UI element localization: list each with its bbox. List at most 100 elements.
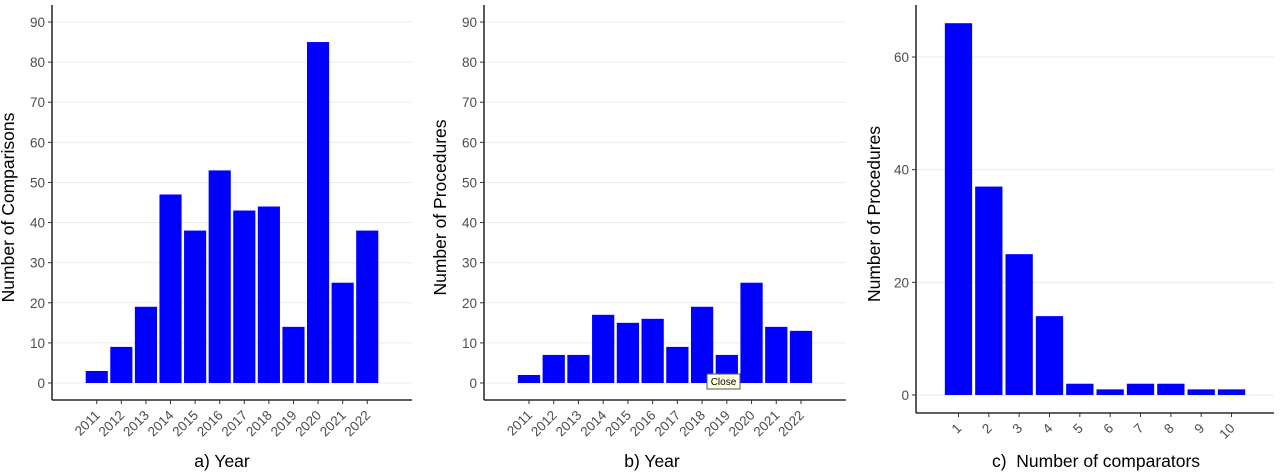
panel-a-y-tick-labels: 0 10 20 30 40 50 60 70 80 90 [30,15,52,391]
panel-b-bar-2022 [789,330,813,383]
panel-a-y-tick-label-9: 90 [30,15,45,30]
panel-c-x-tick-label-10: 10 [1216,421,1237,442]
panel-a-y-tick-label-8: 80 [30,55,45,70]
panel-c-x-tick-labels: 1 2 3 4 5 6 7 8 9 10 [949,413,1238,442]
panel-b-bar-2017 [666,346,689,383]
panel-a-bar-2011 [85,370,108,383]
panel-c-y-tick-label-0: 0 [901,388,909,403]
panel-a-x-tick-label-2016: 2016 [194,408,226,440]
panel-b-y-axis-title: Number of Procedures [430,119,450,295]
panel-a-x-tick-label-2012: 2012 [96,408,128,440]
panel-c-comparators-procedures: 0 20 40 60 1 2 3 4 5 6 7 8 9 10 Number of Procedures c)… [864,5,1274,471]
panel-a-y-tick-label-3: 30 [30,256,45,271]
panel-c-x-tick-label-4: 4 [1040,420,1056,436]
panel-c-x-tick-label-5: 5 [1070,421,1086,437]
close-tooltip[interactable]: Close [706,373,741,390]
panel-b-x-tick-label-2022: 2022 [775,408,807,440]
panel-c-x-axis-title: c) Number of comparators [992,451,1200,471]
panel-a-x-tick-label-2019: 2019 [268,408,300,440]
panel-a-y-tick-label-6: 60 [30,135,45,150]
panel-c-y-tick-label-1: 20 [894,275,909,290]
panel-a-bar-2022 [356,230,379,383]
panel-b-x-tick-label-2019: 2019 [701,408,733,440]
panel-b-y-tick-label-1: 10 [462,336,477,351]
panel-a-x-tick-label-2018: 2018 [243,408,275,440]
panel-c-bar-9 [1187,389,1215,395]
panel-c-bar-5 [1066,383,1094,395]
panel-a-y-tick-label-5: 50 [30,175,45,190]
panel-c-bar-7 [1126,383,1155,395]
panel-c-bar-3 [1005,254,1033,395]
panel-a-y-tick-label-0: 0 [37,376,45,391]
panel-c-x-tick-label-3: 3 [1009,421,1025,437]
panel-a-y-axis-title: Number of Comparisons [0,112,18,302]
panel-b-bar-2020 [740,282,763,383]
panel-c-y-tick-label-2: 40 [894,163,909,178]
panel-c-bars [944,23,1246,395]
panel-a-bar-2013 [134,306,157,383]
panel-b-bar-2013 [567,354,590,383]
panel-a-bar-2012 [110,346,133,383]
panel-a-y-tick-label-2: 20 [30,296,45,311]
panel-b-y-tick-label-8: 80 [462,55,477,70]
panel-c-x-tick-label-7: 7 [1131,421,1147,437]
panel-c-x-tick-label-2: 2 [979,421,995,437]
panel-b-y-tick-label-4: 40 [462,216,477,231]
panel-a-bar-2019 [282,326,305,383]
panel-a-x-tick-label-2013: 2013 [120,408,152,440]
panel-a-x-tick-labels: 2011201220132014201520162017201820192020… [72,400,373,440]
panel-a-x-tick-label-2020: 2020 [292,408,324,440]
panel-b-x-tick-label-2021: 2021 [751,408,783,440]
panel-a-x-tick-label-2017: 2017 [219,408,251,440]
panel-b-x-tick-label-2018: 2018 [676,408,708,440]
panel-c-bar-1 [944,23,973,395]
panel-b-y-tick-label-6: 60 [462,135,477,150]
panel-c-y-tick-label-3: 60 [894,50,909,65]
panel-c-x-tick-label-9: 9 [1191,421,1207,437]
panel-a-year-comparisons: 0102030405060708090201120122013201420152… [0,5,412,471]
panel-a-bar-2015 [184,230,207,383]
panel-a-bar-2016 [208,170,231,383]
panel-b-y-tick-label-3: 30 [462,256,477,271]
panel-b-y-tick-label-0: 0 [469,376,477,391]
panel-b-bar-2016 [641,318,664,383]
panel-a-y-tick-label-1: 10 [30,336,45,351]
panel-b-y-tick-label-2: 20 [462,296,477,311]
panel-a-bar-2017 [233,210,256,383]
panel-b-y-tick-labels: 0 10 20 30 40 50 60 70 80 90 [462,15,484,391]
panel-c-y-tick-labels: 0 20 40 60 [894,50,916,403]
close-tooltip-label[interactable]: Close [711,377,737,388]
panel-b-x-tick-labels: 2011201220132014201520162017201820192020… [504,400,807,439]
panel-b-x-tick-label-2011: 2011 [504,408,535,439]
panel-b-x-tick-label-2012: 2012 [528,408,560,440]
panel-a-x-tick-label-2014: 2014 [145,407,177,439]
panel-a-bar-2014 [159,194,182,383]
panel-a-y-tick-label-4: 40 [30,216,45,231]
panel-a-bar-2020 [307,42,330,384]
panel-a-x-axis-title: a) Year [194,451,250,471]
panel-a-x-tick-label-2015: 2015 [169,408,201,440]
panel-b-bar-2012 [542,354,565,383]
panel-b-x-tick-label-2017: 2017 [652,408,684,440]
panel-b-y-tick-label-7: 70 [462,95,477,110]
panel-a-bar-2018 [257,206,280,383]
panel-b-x-tick-label-2016: 2016 [627,408,659,440]
panel-b-y-tick-label-5: 50 [462,175,477,190]
panel-c-bar-6 [1096,389,1124,395]
panel-c-x-tick-label-6: 6 [1100,421,1116,437]
panel-b-bar-2011 [517,374,541,383]
panel-b-bar-2015 [616,322,640,383]
panel-c-bar-10 [1217,389,1246,395]
panel-b-y-tick-label-9: 90 [462,15,477,30]
panel-a-bars [85,42,379,384]
panel-b-bar-2014 [592,314,615,383]
panel-a-y-tick-label-7: 70 [30,95,45,110]
panel-c-bar-8 [1157,383,1185,395]
panel-c-bar-2 [975,186,1003,395]
panel-a-x-tick-label-2011: 2011 [72,408,103,439]
close-tooltip-box[interactable] [706,373,741,390]
panel-b-x-tick-label-2014: 2014 [577,407,609,439]
panel-c-x-tick-label-8: 8 [1161,421,1177,437]
panel-b-x-tick-label-2015: 2015 [602,408,634,440]
